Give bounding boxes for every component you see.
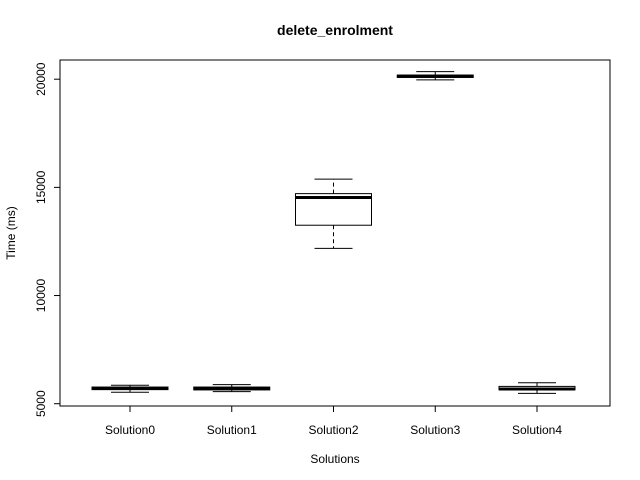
x-axis: Solution0 Solution1 Solution2 Solution3 Solu… — [105, 405, 562, 437]
y-tick-label: 15000 — [34, 170, 48, 204]
x-tick-label: Solution3 — [410, 423, 460, 437]
y-axis-label: Time (ms) — [4, 206, 18, 260]
y-tick-label: 5000 — [34, 390, 48, 417]
box-solution3 — [396, 71, 474, 81]
x-tick-label: Solution0 — [105, 423, 155, 437]
x-axis-label: Solutions — [310, 452, 359, 466]
box-solution4 — [498, 382, 576, 394]
y-tick-label: 10000 — [34, 279, 48, 313]
plot-frame — [59, 59, 611, 407]
y-axis: 5000 10000 15000 20000 — [34, 62, 61, 417]
x-tick-label: Solution2 — [308, 423, 358, 437]
y-tick-label: 20000 — [34, 62, 48, 96]
x-tick-label: Solution4 — [512, 423, 562, 437]
box-solution0 — [91, 384, 169, 393]
box-solution1 — [193, 384, 271, 393]
chart-title: delete_enrolment — [277, 22, 393, 38]
x-tick-label: Solution1 — [207, 423, 257, 437]
boxes-group — [91, 71, 576, 394]
box-solution2 — [295, 178, 372, 249]
